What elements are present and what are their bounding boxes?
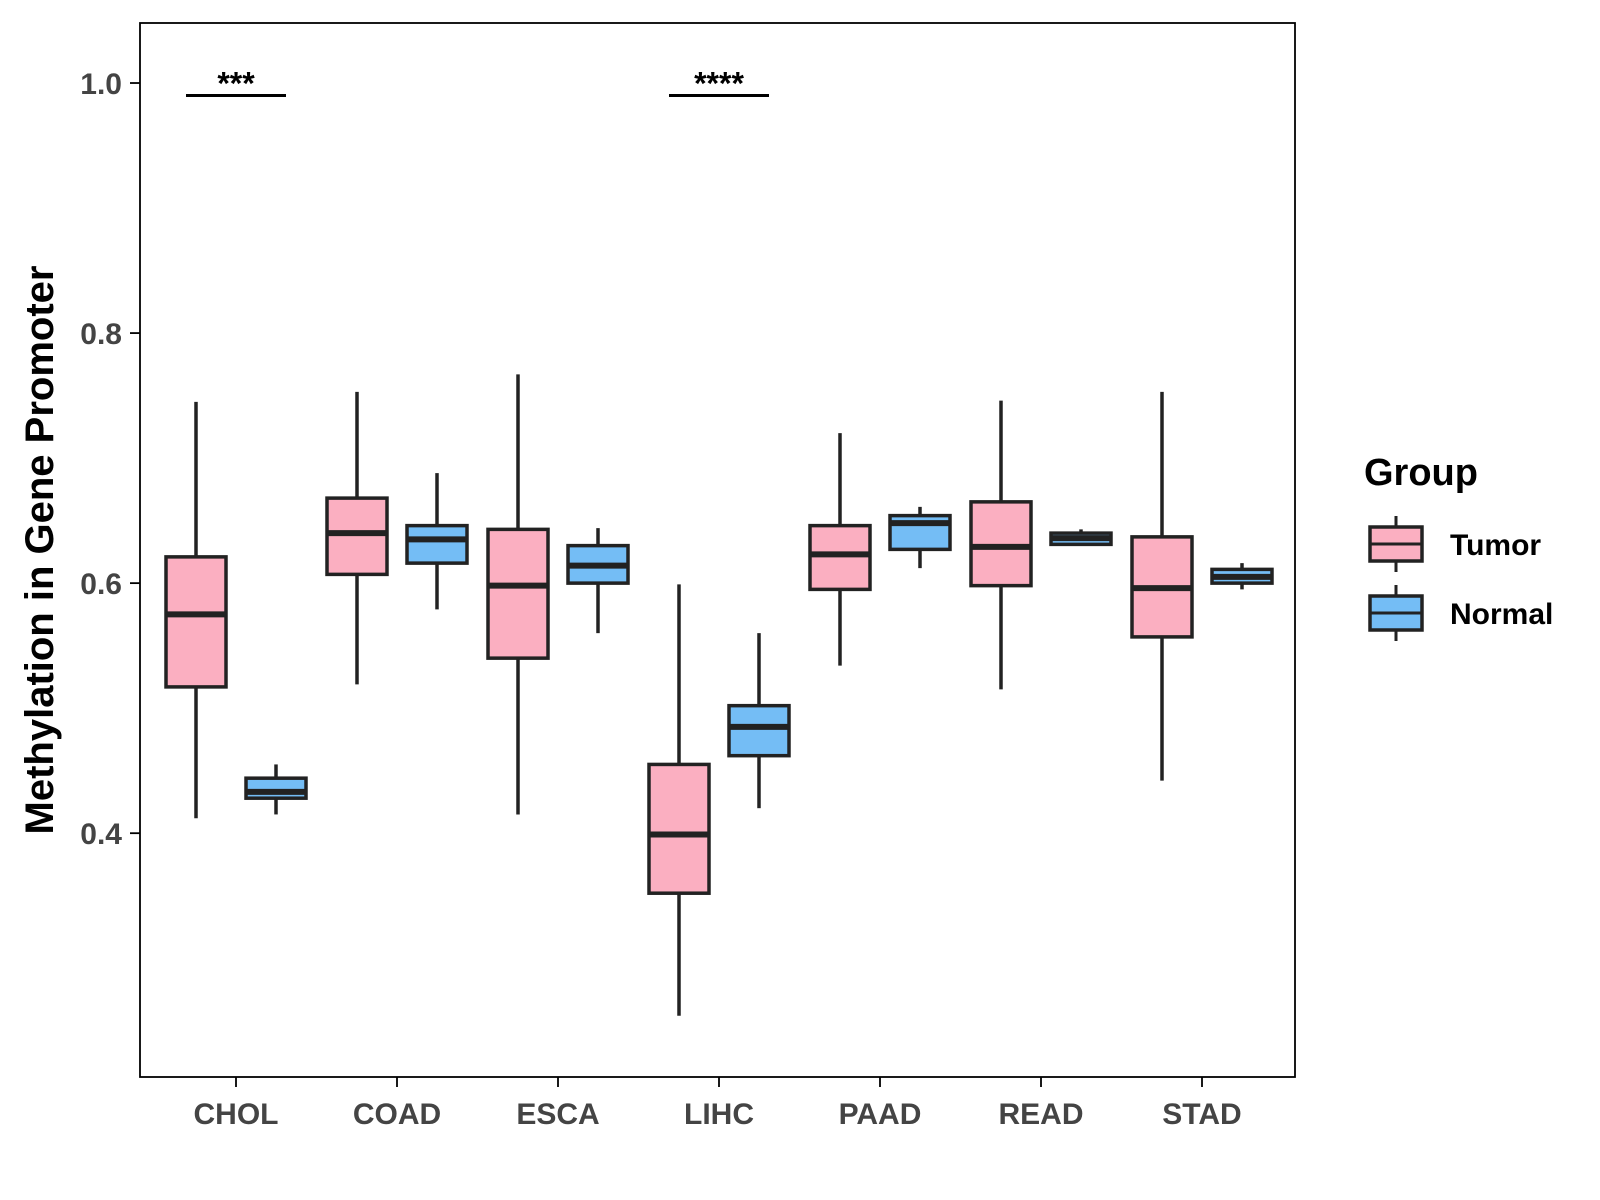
boxes-layer — [164, 374, 1274, 1016]
legend-label: Tumor — [1450, 529, 1541, 562]
box-iqr — [969, 500, 1033, 588]
box-iqr — [164, 555, 228, 689]
x-tick-label: ESCA — [516, 1098, 599, 1131]
significance-label: **** — [694, 66, 744, 102]
plot-panel-border — [139, 22, 1296, 1078]
x-tick-label: CHOL — [194, 1098, 279, 1131]
x-axis: CHOL COAD ESCA LIHC PAAD READ STAD — [194, 1077, 1242, 1131]
y-tick-label: 0.4 — [80, 818, 122, 851]
significance-chol: *** — [186, 66, 286, 102]
legend-entry-tumor: Tumor — [1368, 516, 1541, 572]
box-iqr — [325, 496, 389, 577]
box-chol-tumor — [164, 401, 228, 819]
x-tick-label: STAD — [1162, 1098, 1241, 1131]
box-iqr — [405, 523, 469, 565]
box-iqr — [647, 762, 711, 895]
box-paad-tumor — [808, 433, 872, 666]
box-chol-normal — [244, 764, 308, 815]
significance-lihc: **** — [669, 66, 769, 102]
legend-entry-normal: Normal — [1368, 585, 1553, 641]
box-stad-normal — [1210, 563, 1274, 590]
y-tick-label: 0.6 — [80, 568, 122, 601]
y-tick-label: 0.8 — [80, 318, 122, 351]
box-read-tumor — [969, 400, 1033, 690]
box-iqr — [244, 776, 308, 800]
x-tick-label: READ — [998, 1098, 1083, 1131]
y-axis: 0.4 0.6 0.8 1.0 — [80, 68, 140, 851]
y-tick-label: 1.0 — [80, 68, 122, 101]
box-iqr — [486, 527, 550, 660]
box-coad-normal — [405, 473, 469, 610]
legend: Group Tumor Normal — [1364, 452, 1553, 641]
box-iqr — [808, 523, 872, 592]
x-tick-label: COAD — [353, 1098, 441, 1131]
box-coad-tumor — [325, 391, 389, 685]
legend-title: Group — [1364, 452, 1478, 494]
box-iqr — [727, 703, 791, 758]
significance-label: *** — [217, 66, 255, 102]
x-tick-label: LIHC — [684, 1098, 754, 1131]
x-tick-label: PAAD — [839, 1098, 922, 1131]
legend-label: Normal — [1450, 598, 1553, 631]
box-paad-normal — [888, 506, 952, 569]
y-axis-title: Methylation in Gene Promoter — [18, 266, 62, 835]
box-stad-tumor — [1130, 391, 1194, 781]
box-read-normal — [1049, 529, 1113, 547]
significance-annotations: *** **** — [186, 66, 769, 102]
box-lihc-tumor — [647, 584, 711, 1016]
box-lihc-normal — [727, 633, 791, 809]
box-esca-normal — [566, 528, 630, 634]
box-esca-tumor — [486, 374, 550, 815]
